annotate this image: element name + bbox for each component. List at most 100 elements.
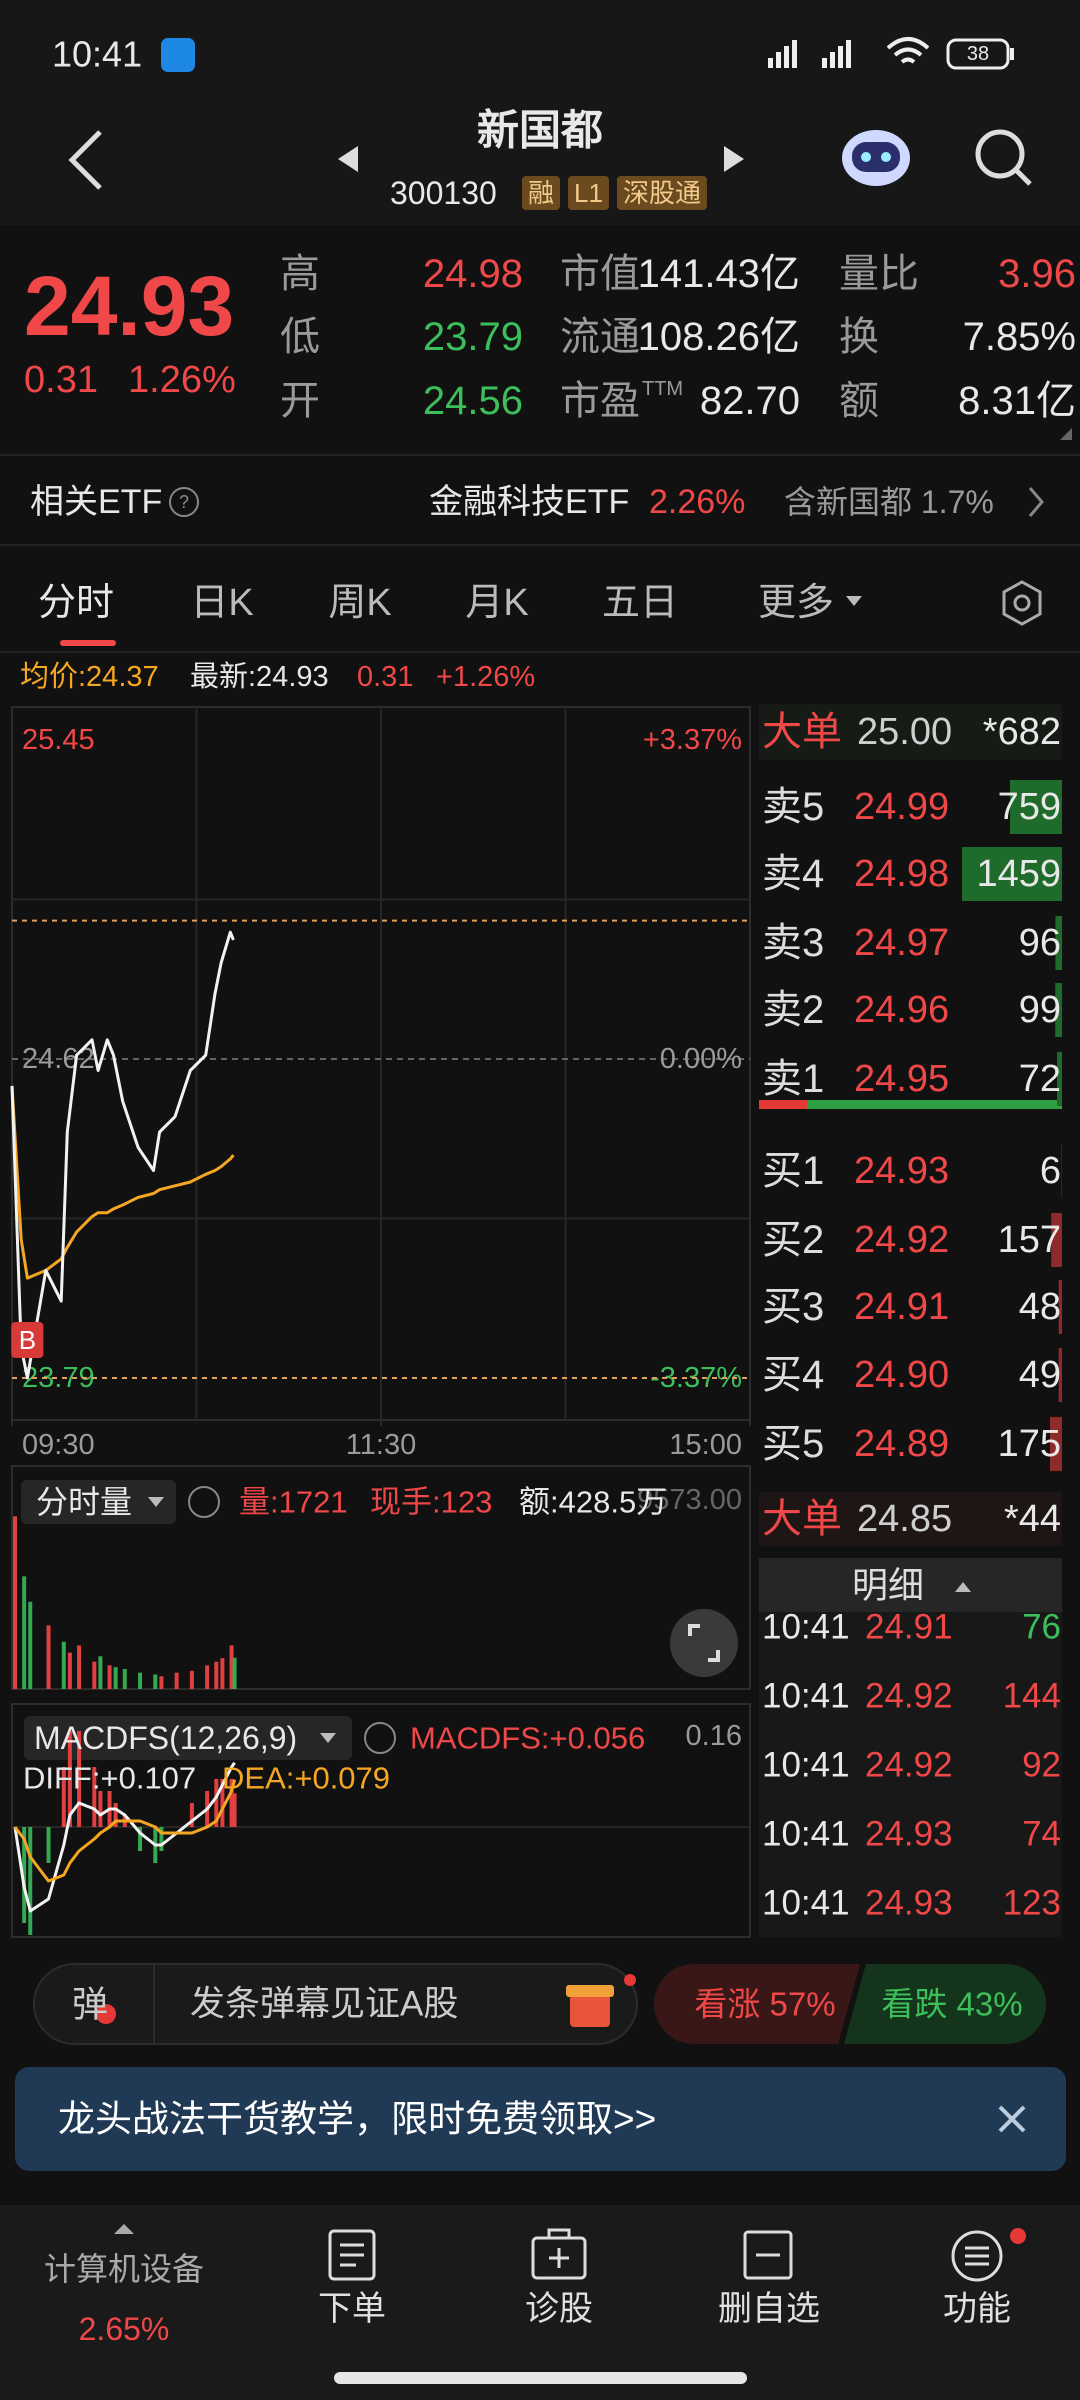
book-qty: 96 xyxy=(1019,922,1061,964)
book-label: 卖5 xyxy=(762,785,824,829)
volume-selector[interactable] xyxy=(21,1480,176,1524)
tab[interactable]: 月K xyxy=(465,582,528,624)
stock-name: 新国都 xyxy=(477,107,603,154)
trade-qty: 123 xyxy=(1003,1884,1061,1923)
y2-tick-label: 0.00% xyxy=(660,1043,742,1075)
trade-qty: 92 xyxy=(1022,1746,1061,1785)
trade-price: 24.93 xyxy=(865,1815,953,1854)
big-buy-background xyxy=(759,1492,1062,1546)
stock-tag-label: 融 xyxy=(528,178,554,208)
info-pct: +1.26% xyxy=(436,661,535,693)
tab[interactable]: 分时 xyxy=(38,582,114,624)
book-divider-green xyxy=(807,1100,1062,1109)
settings-button[interactable] xyxy=(1002,580,1042,626)
battery-tip xyxy=(1010,48,1014,60)
big-buy-price: 24.85 xyxy=(857,1498,952,1540)
trades-list: 10:41 24.91 76 10:41 24.92 144 10:41 24.92 92 10:… xyxy=(762,1612,1061,1923)
depth-bar xyxy=(1058,1348,1062,1402)
metric-value: 82.70 xyxy=(700,379,800,423)
book-qty: 157 xyxy=(998,1219,1061,1261)
book-price: 24.97 xyxy=(854,922,949,964)
macd-bar xyxy=(189,1803,194,1827)
sector-caret xyxy=(114,2224,134,2234)
stat-label: 低 xyxy=(280,315,320,359)
x-tick-label: 11:30 xyxy=(346,1429,416,1461)
book-label: 买4 xyxy=(762,1353,824,1397)
book-qty: 6 xyxy=(1040,1150,1061,1192)
status-time: 10:41 xyxy=(52,34,142,75)
depth-bar xyxy=(962,847,1062,901)
etf-help[interactable] xyxy=(169,487,199,517)
book-label: 卖1 xyxy=(762,1057,824,1101)
macd-bar xyxy=(77,1731,82,1827)
macd-bar xyxy=(159,1827,164,1851)
assistant-robot[interactable] xyxy=(842,130,910,186)
macd-help[interactable] xyxy=(364,1722,396,1754)
sector-pct: 2.65% xyxy=(79,2311,170,2347)
nav-item[interactable]: 功能 xyxy=(943,2290,1011,2328)
search-button[interactable] xyxy=(975,129,1032,186)
price-change: 0.31 xyxy=(24,359,98,401)
trade-marker xyxy=(11,1322,44,1358)
price-change-pct: 1.26% xyxy=(128,359,236,401)
volume-annotation: 额:428.5万 xyxy=(519,1485,667,1520)
danmaku-input[interactable] xyxy=(33,1963,638,2045)
gift-icon[interactable] xyxy=(570,1995,610,2027)
next-stock[interactable] xyxy=(724,146,744,172)
danmaku-badge xyxy=(96,2004,116,2024)
book-qty: 99 xyxy=(1019,989,1061,1031)
book-label: 卖2 xyxy=(762,988,824,1032)
prev-stock[interactable] xyxy=(338,146,358,172)
back-button[interactable] xyxy=(68,130,102,190)
macd-selector[interactable] xyxy=(24,1716,352,1760)
bull-label: 看涨 57% xyxy=(694,1986,835,2023)
etf-chevron[interactable] xyxy=(1028,487,1044,517)
nav-item[interactable]: 诊股 xyxy=(525,2290,593,2328)
nav-item[interactable]: 下单 xyxy=(318,2290,386,2328)
macd-bar xyxy=(113,1803,118,1827)
stat-value: 23.79 xyxy=(423,315,523,359)
metric-value: 108.26亿 xyxy=(638,315,800,359)
volume-bar xyxy=(138,1672,143,1689)
etf-holding: 含新国都 1.7% xyxy=(784,484,994,520)
volume-bar xyxy=(61,1641,66,1689)
etf-pct: 2.26% xyxy=(649,483,745,521)
extra-label: 额 xyxy=(839,379,879,423)
fullscreen-button[interactable] xyxy=(670,1609,738,1677)
x-tick-label: 15:00 xyxy=(669,1429,742,1461)
bear-vote[interactable] xyxy=(844,1964,1046,2044)
extra-value: 8.31亿 xyxy=(958,379,1076,423)
book-label: 卖4 xyxy=(762,852,824,896)
macd-label: DIFF:+0.107 xyxy=(23,1761,196,1796)
macd-bar xyxy=(28,1827,33,1935)
stock-tag-label: 深股通 xyxy=(623,178,701,208)
big-sell-qty: *682 xyxy=(983,711,1061,753)
tab[interactable]: 日K xyxy=(190,582,253,624)
bull-vote[interactable] xyxy=(654,1964,860,2044)
volume-bar xyxy=(113,1667,118,1689)
banner-text: 龙头战法干货教学，限时免费领取>> xyxy=(58,2099,656,2140)
depth-bar xyxy=(1058,1280,1062,1334)
book-price: 24.99 xyxy=(854,786,949,828)
extra-value: 7.85% xyxy=(963,315,1076,359)
volume-bar xyxy=(122,1669,127,1689)
notice-dot xyxy=(1010,2228,1026,2244)
extra-label: 量比 xyxy=(839,252,919,296)
stock-tag: 融 xyxy=(522,176,561,210)
y-tick-label: 25.45 xyxy=(22,724,95,756)
tab[interactable]: 周K xyxy=(328,582,391,624)
stock-tag-bg xyxy=(568,176,609,210)
tab[interactable]: 更多 xyxy=(758,582,834,624)
book-price: 24.91 xyxy=(854,1286,949,1328)
volume-help[interactable] xyxy=(188,1486,220,1518)
tab[interactable]: 五日 xyxy=(602,582,678,624)
book-label: 买5 xyxy=(762,1422,824,1466)
promo-banner[interactable] xyxy=(15,2067,1066,2171)
trade-qty: 144 xyxy=(1003,1677,1061,1716)
macd-label: DEA:+0.079 xyxy=(222,1761,390,1796)
banner-close[interactable] xyxy=(998,2105,1026,2133)
nav-item[interactable]: 删自选 xyxy=(718,2290,820,2328)
nav-icons xyxy=(328,2228,1003,2282)
volume-bar xyxy=(107,1665,112,1689)
volume-bar xyxy=(77,1645,82,1689)
